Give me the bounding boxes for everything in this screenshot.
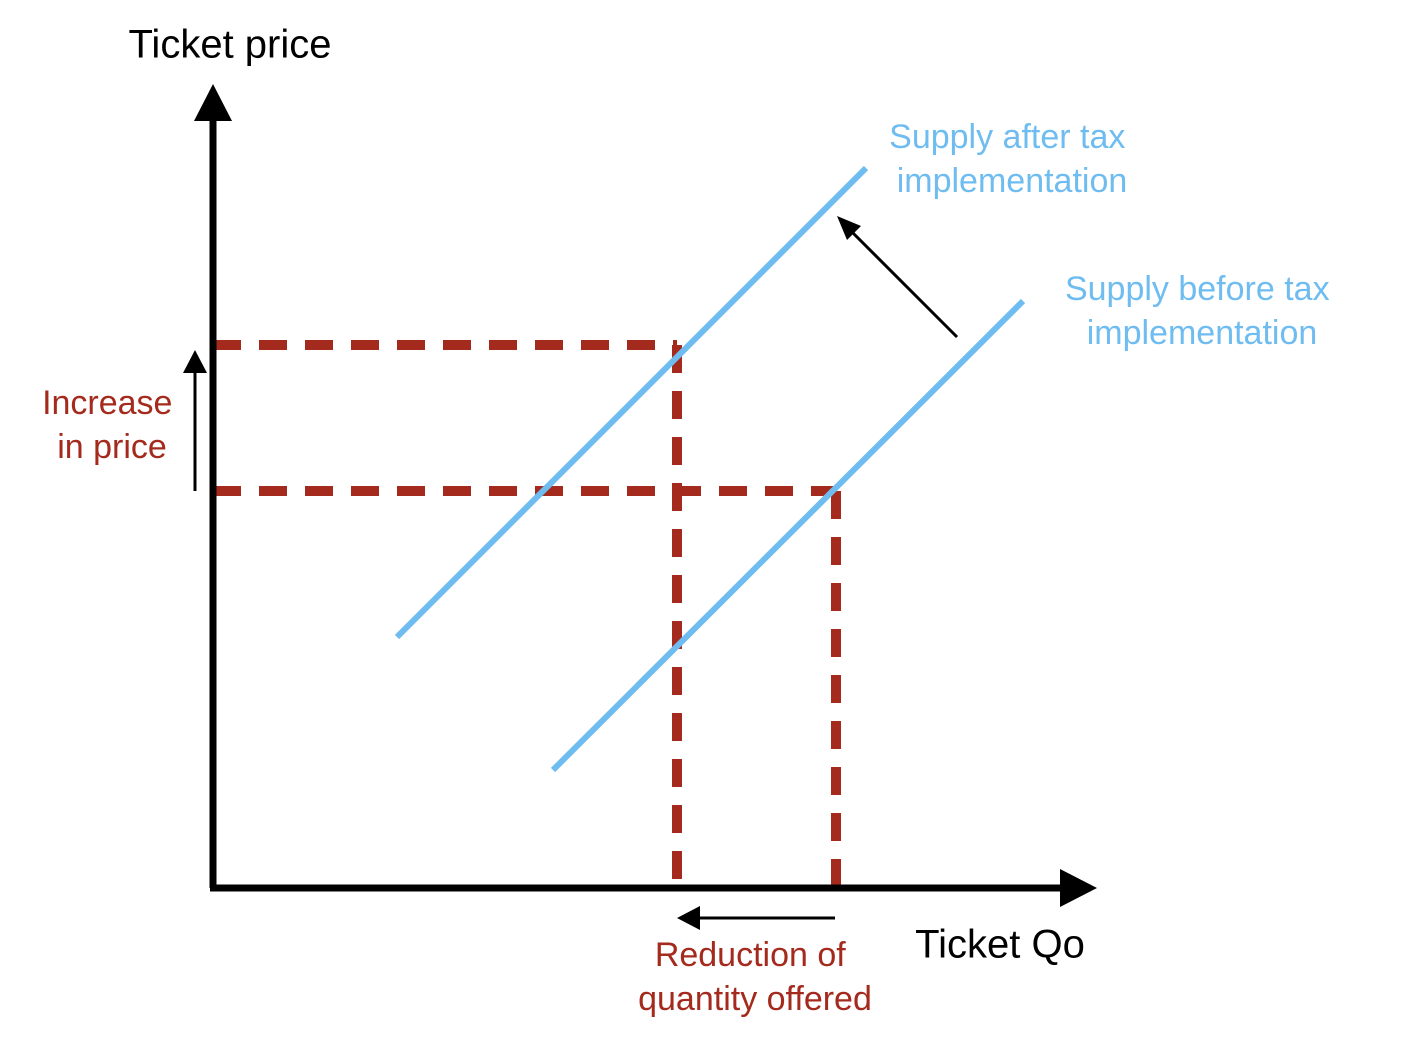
shift-arrowhead	[837, 216, 861, 240]
label-line: Supply after tax	[889, 118, 1125, 156]
x-axis-label: Ticket Qo	[915, 923, 1085, 967]
reduction-label: Reduction of quantity offered	[638, 936, 872, 1018]
label-line: Increase	[42, 384, 172, 422]
x-axis-arrowhead	[1060, 869, 1097, 907]
label-line: Reduction of	[655, 936, 846, 974]
supply-before-label: Supply before tax implementation	[1065, 270, 1339, 352]
y-axis-label: Ticket price	[128, 23, 331, 67]
supply-after-label: Supply after tax implementation	[889, 118, 1135, 200]
shift-arrow	[846, 226, 959, 339]
y-axis-arrowhead	[194, 84, 232, 121]
guide-lines	[213, 340, 841, 888]
label-line: implementation	[897, 162, 1128, 200]
supply-before-line	[550, 298, 1026, 773]
supply-after-line	[394, 165, 869, 640]
reduction-arrowhead	[677, 906, 700, 930]
label-line: quantity offered	[638, 980, 872, 1018]
label-line: implementation	[1087, 314, 1318, 352]
increase-label: Increase in price	[42, 384, 182, 466]
increase-arrowhead	[183, 350, 207, 373]
label-line: Supply before tax	[1065, 270, 1330, 308]
label-line: in price	[57, 428, 167, 466]
